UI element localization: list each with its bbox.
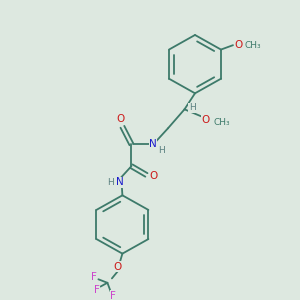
- Text: N: N: [116, 177, 124, 187]
- Text: CH₃: CH₃: [245, 41, 261, 50]
- Text: F: F: [91, 272, 97, 282]
- Text: O: O: [114, 262, 122, 272]
- Text: O: O: [117, 114, 125, 124]
- Text: F: F: [110, 291, 116, 300]
- Text: H: H: [107, 178, 114, 187]
- Text: H: H: [158, 146, 165, 155]
- Text: O: O: [201, 115, 210, 124]
- Text: N: N: [149, 139, 157, 149]
- Text: H: H: [189, 103, 195, 112]
- Text: F: F: [94, 285, 100, 295]
- Text: CH₃: CH₃: [214, 118, 230, 127]
- Text: O: O: [150, 171, 158, 182]
- Text: O: O: [235, 40, 243, 50]
